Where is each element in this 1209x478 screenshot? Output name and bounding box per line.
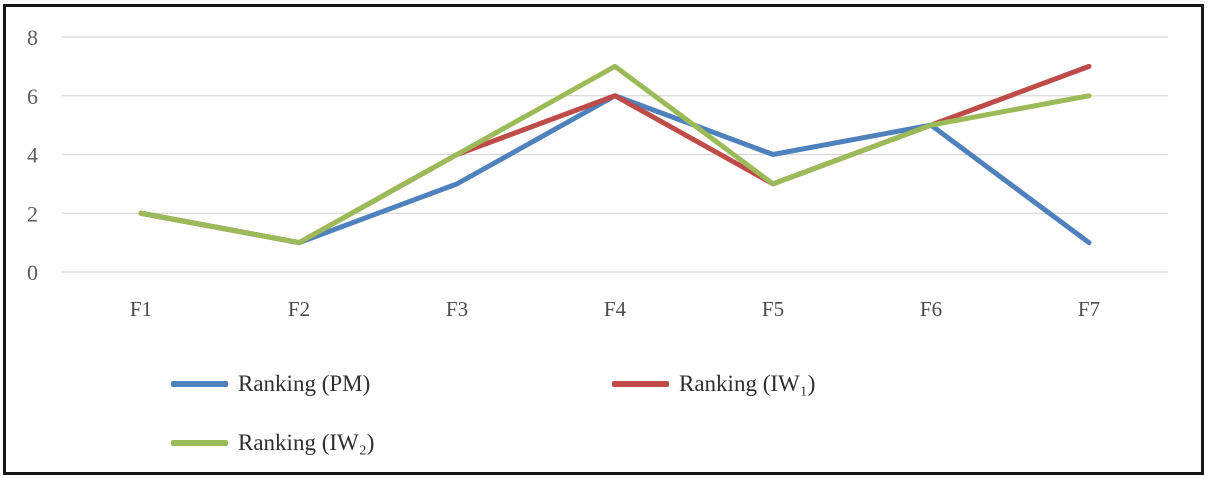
legend-swatch-iw1: [612, 380, 669, 387]
legend-item-iw2: Ranking (IW₂): [171, 431, 374, 454]
x-category-label-F7: F7: [1078, 297, 1100, 321]
x-category-label-F6: F6: [920, 297, 942, 321]
x-category-label-F4: F4: [604, 297, 627, 321]
legend-swatch-iw2: [171, 439, 228, 446]
y-tick-label-2: 2: [27, 201, 38, 226]
legend-label-iw2: Ranking (IW₂): [238, 430, 375, 455]
legend-item-pm: Ranking (PM): [171, 372, 370, 395]
legend-item-iw1: Ranking (IW₁): [612, 372, 815, 395]
x-category-label-F2: F2: [288, 297, 310, 321]
y-tick-label-6: 6: [27, 84, 38, 109]
legend-swatch-pm: [171, 380, 228, 387]
x-category-label-F3: F3: [446, 297, 468, 321]
y-tick-label-4: 4: [27, 143, 38, 168]
x-category-label-F5: F5: [762, 297, 784, 321]
y-tick-label-8: 8: [27, 25, 38, 50]
y-tick-label-0: 0: [27, 260, 38, 285]
x-category-label-F1: F1: [130, 297, 152, 321]
figure-border: [3, 4, 1204, 475]
series-line-2: [138, 63, 1092, 246]
legend-label-pm: Ranking (PM): [238, 371, 371, 396]
legend-label-iw1: Ranking (IW₁): [679, 371, 816, 396]
